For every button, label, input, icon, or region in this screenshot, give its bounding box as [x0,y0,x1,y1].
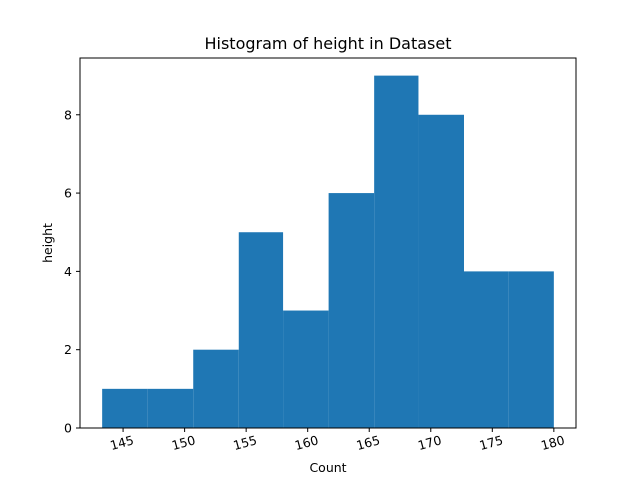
y-axis-ticks: 0 2 4 6 8 [64,107,80,436]
histogram-bar-4 [283,310,329,428]
x-tick-label-0: 145 [108,432,135,453]
histogram-bar-7 [418,114,464,428]
plot-frame [79,57,577,429]
y-tick-label-0: 0 [64,421,72,436]
x-axis-label: Count [309,460,346,475]
x-tick-label-1: 150 [170,432,197,453]
histogram-bar-1 [147,388,194,428]
y-tick-label-2: 4 [64,264,72,279]
histogram-bar-0 [102,388,148,428]
histogram-bar-9 [508,271,554,428]
x-tick-label-2: 155 [232,432,259,453]
chart-title: Histogram of height in Dataset [204,34,451,53]
x-tick-label-7: 180 [539,432,566,453]
histogram-bar-2 [193,349,239,428]
x-tick-label-6: 175 [478,432,505,453]
y-tick-label-3: 6 [64,186,72,201]
histogram-bar-8 [464,271,509,428]
y-axis-label: height [40,223,55,263]
y-tick-label-1: 2 [64,342,72,357]
y-tick-label-4: 8 [64,107,72,122]
x-tick-label-4: 165 [355,432,382,453]
histogram-bar-6 [374,75,419,428]
histogram-bar-5 [328,193,375,428]
x-axis-ticks: 145 150 155 160 165 170 175 180 [108,428,566,453]
x-tick-label-5: 170 [416,432,443,453]
histogram-bar-3 [238,232,284,428]
bars-group [102,75,554,428]
x-tick-label-3: 160 [293,432,320,453]
